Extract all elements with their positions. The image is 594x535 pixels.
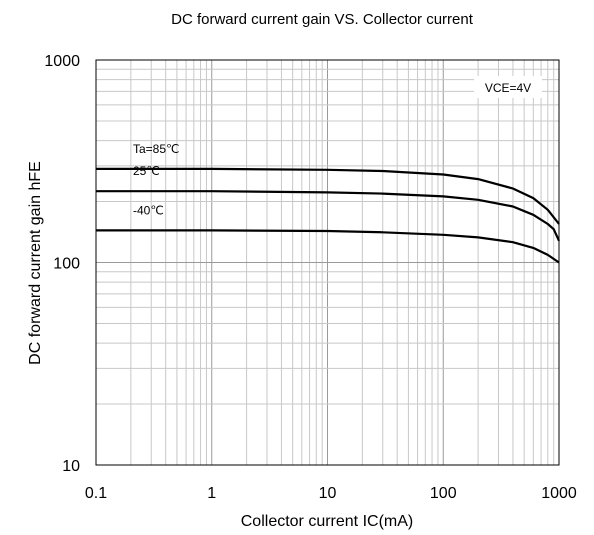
series-labels: Ta=85℃ 25℃ -40℃ (133, 142, 180, 218)
series-line-1 (96, 190, 561, 242)
y-axis-label: DC forward current gain hFE (27, 161, 44, 365)
grid (96, 60, 559, 465)
y-tick-labels: 10 100 1000 (44, 53, 80, 475)
series-line-0 (96, 167, 560, 225)
series-label-0: Ta=85℃ (133, 142, 180, 156)
x-tick-label: 0.1 (85, 485, 107, 502)
x-tick-label: 10 (319, 485, 337, 502)
x-tick-label: 1 (207, 485, 216, 502)
series-line-2 (96, 229, 560, 264)
condition-label: VCE=4V (485, 81, 531, 95)
x-axis-label: Collector current IC(mA) (241, 513, 413, 530)
series-label-1: 25℃ (133, 164, 160, 178)
y-tick-label: 10 (62, 458, 80, 475)
series-label-2: -40℃ (133, 203, 164, 217)
y-tick-label: 100 (53, 256, 80, 273)
x-tick-label: 1000 (541, 485, 577, 502)
condition-box (474, 76, 542, 98)
x-tick-labels: 0.1 1 10 100 1000 (85, 485, 577, 502)
y-tick-label: 1000 (44, 53, 80, 70)
x-tick-label: 100 (430, 485, 457, 502)
series-layer (96, 167, 561, 264)
chart-title: DC forward current gain VS. Collector cu… (171, 11, 474, 28)
